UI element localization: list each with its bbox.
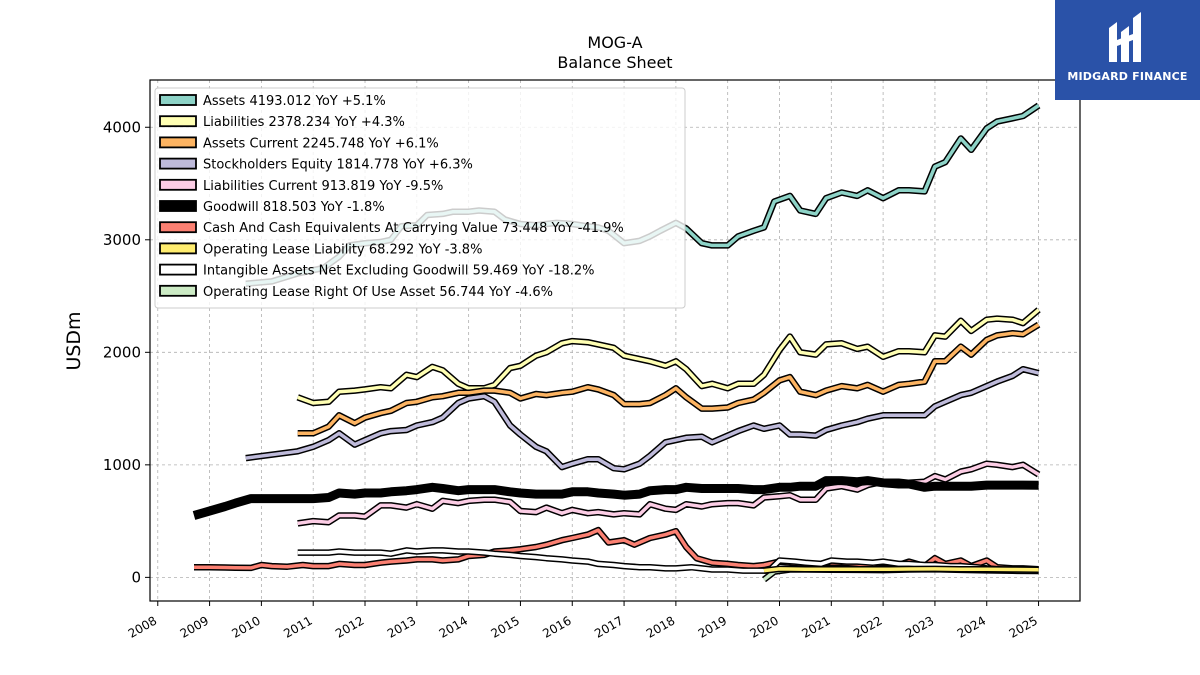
y-axis-ticks: 0 1000 2000 3000 4000: [103, 118, 150, 586]
series-line: [763, 567, 1039, 573]
series-3: [245, 365, 1040, 473]
series-line: [297, 323, 1040, 436]
legend-label: Liabilities 2378.234 YoY +4.3%: [203, 115, 405, 130]
legend-swatch: [159, 157, 197, 170]
series-line-goodwill: [192, 476, 1039, 520]
series-line: [297, 308, 1040, 405]
legend-swatch: [159, 263, 197, 276]
legend-swatch: [159, 242, 197, 255]
series-line: [297, 548, 1039, 573]
series-line: [245, 367, 1040, 472]
legend-swatch: [159, 94, 197, 106]
series-2: [297, 321, 1041, 437]
legend-swatch: [159, 136, 197, 149]
y-tick-label: 2000: [103, 343, 141, 361]
plot-frame: [149, 79, 1081, 602]
y-tick-label: 3000: [103, 231, 141, 249]
legend-label: Cash And Cash Equivalents At Carrying Va…: [203, 221, 624, 236]
legend-label: Operating Lease Liability 68.292 YoY -3.…: [203, 242, 482, 257]
y-axis-label: USDm: [63, 311, 85, 370]
logo-text: MIDGARD FINANCE: [1067, 70, 1188, 83]
logo-mark-icon: [1109, 12, 1141, 62]
legend-label: Assets 4193.012 YoY +5.1%: [203, 94, 386, 109]
brand-logo: MIDGARD FINANCE: [1055, 0, 1200, 100]
y-tick-label: 0: [131, 568, 141, 586]
y-tick-label: 4000: [103, 118, 141, 136]
series-5: [192, 476, 1039, 520]
legend-frame: [154, 87, 686, 309]
legend-label: Intangible Assets Net Excluding Goodwill…: [203, 264, 594, 279]
legend: Assets 4193.012 YoY +5.1% Liabilities 237…: [154, 87, 686, 309]
series-8: [297, 547, 1039, 574]
legend-swatch: [159, 115, 197, 128]
chart-subtitle: Balance Sheet: [557, 53, 672, 72]
chart-title: MOG-A: [587, 33, 642, 52]
legend-label: Liabilities Current 913.819 YoY -9.5%: [203, 179, 443, 194]
legend-label: Assets Current 2245.748 YoY +6.1%: [203, 136, 439, 151]
legend-swatch: [159, 284, 197, 297]
series-1: [296, 307, 1041, 407]
legend-swatch: [159, 221, 197, 234]
legend-label: Stockholders Equity 1814.778 YoY +6.3%: [203, 158, 473, 173]
legend-label: Operating Lease Right Of Use Asset 56.74…: [203, 285, 553, 300]
legend-swatch: [159, 178, 197, 191]
y-tick-label: 1000: [103, 456, 141, 474]
series-7: [763, 565, 1039, 574]
legend-swatch: [159, 200, 197, 212]
legend-label: Goodwill 818.503 YoY -1.8%: [203, 200, 385, 215]
